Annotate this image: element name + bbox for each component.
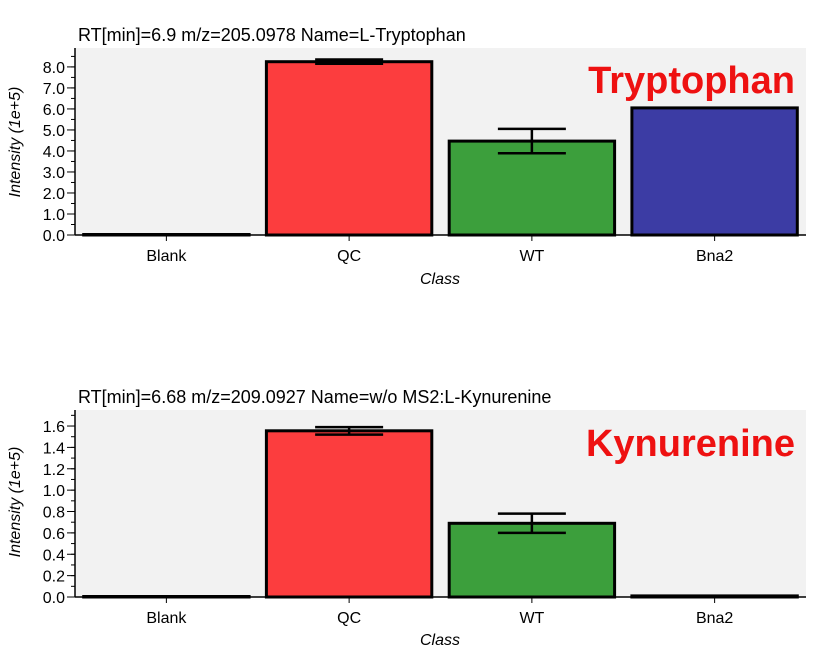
y-tick-label: 2.0: [43, 186, 65, 203]
chart-title: RT[min]=6.68 m/z=209.0927 Name=w/o MS2:L…: [78, 387, 551, 407]
y-tick-label: 3.0: [43, 165, 65, 182]
x-tick-label: Bna2: [696, 248, 733, 265]
x-tick-label: Bna2: [696, 610, 733, 627]
y-tick-label: 0.0: [43, 590, 65, 607]
compound-annotation: Tryptophan: [588, 60, 795, 102]
y-tick-label: 8.0: [43, 60, 65, 77]
y-axis-label: Intensity (1e+5): [7, 447, 24, 558]
x-axis-label: Class: [420, 271, 460, 288]
x-axis-label: Class: [420, 632, 460, 649]
plot-area: [75, 410, 806, 597]
y-tick-label: 6.0: [43, 102, 65, 119]
compound-annotation: Kynurenine: [586, 423, 795, 465]
chart-title: RT[min]=6.9 m/z=205.0978 Name=L-Tryptoph…: [78, 25, 466, 45]
y-tick-label: 0.6: [43, 526, 65, 543]
y-axis: 0.0 1.0 2.0 3.0 4.0 5.0 6.0 7.0 8.0: [43, 48, 76, 245]
x-axis: Blank QC WT Bna2: [75, 596, 806, 627]
y-tick-label: 7.0: [43, 81, 65, 98]
bar-bna2: [630, 106, 799, 237]
y-tick-label: 4.0: [43, 144, 65, 161]
error-bar: [315, 425, 384, 436]
y-axis: 0.0 0.2 0.4 0.6 0.8 1.0 1.2 1.4 1.6: [43, 410, 76, 607]
x-tick-label: Blank: [146, 248, 187, 265]
y-tick-label: 0.2: [43, 569, 65, 586]
bar-qc: [264, 60, 434, 237]
x-tick-label: WT: [519, 610, 544, 627]
x-tick-label: Blank: [146, 610, 187, 627]
bar-qc: [264, 429, 434, 599]
y-tick-label: 1.2: [43, 462, 65, 479]
error-bar: [315, 58, 384, 66]
error-bar: [497, 512, 566, 535]
bar-series: [82, 58, 799, 237]
x-tick-label: QC: [337, 610, 361, 627]
x-tick-label: QC: [337, 248, 361, 265]
y-tick-label: 0.4: [43, 547, 65, 564]
x-axis: Blank QC WT Bna2: [75, 234, 806, 265]
y-tick-label: 0.8: [43, 505, 65, 522]
x-tick-label: WT: [519, 248, 544, 265]
y-tick-label: 1.0: [43, 207, 65, 224]
y-tick-label: 1.4: [43, 440, 65, 457]
y-tick-label: 1.6: [43, 419, 65, 436]
error-bar: [497, 127, 566, 155]
bar-wt: [447, 139, 617, 237]
y-axis-label: Intensity (1e+5): [7, 87, 24, 198]
bar-wt: [447, 521, 617, 599]
y-tick-label: 0.0: [43, 228, 65, 245]
y-tick-label: 5.0: [43, 123, 65, 140]
y-tick-label: 1.0: [43, 483, 65, 500]
kynurenine-panel: RT[min]=6.68 m/z=209.0927 Name=w/o MS2:L…: [7, 387, 806, 649]
tryptophan-panel: RT[min]=6.9 m/z=205.0978 Name=L-Tryptoph…: [7, 25, 806, 288]
